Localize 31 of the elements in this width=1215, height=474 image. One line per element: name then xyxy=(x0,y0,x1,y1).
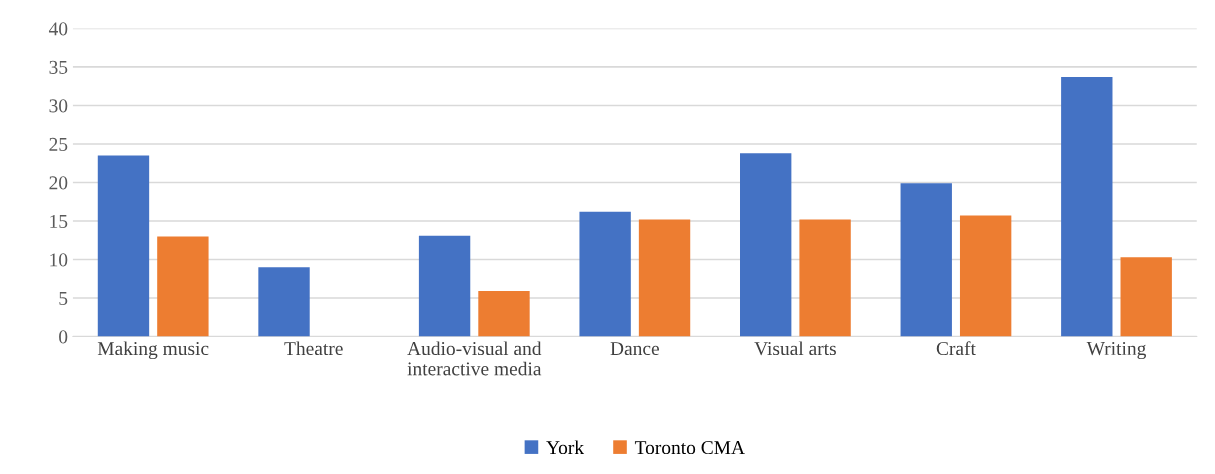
bar xyxy=(799,219,851,337)
bar xyxy=(157,236,209,337)
bar xyxy=(579,211,631,337)
x-tick-label: Craft xyxy=(936,341,976,356)
y-tick-label: 30 xyxy=(49,99,68,113)
y-tick-label: 10 xyxy=(50,253,68,267)
bar xyxy=(1061,76,1113,337)
y-tick-label: 20 xyxy=(49,176,68,190)
bar xyxy=(959,215,1012,337)
y-tick-label: 35 xyxy=(49,60,68,74)
bar xyxy=(418,235,471,337)
bar xyxy=(478,291,530,337)
x-tick-label: Dance xyxy=(610,342,659,356)
bar xyxy=(900,183,952,337)
y-tick-label: 0 xyxy=(59,330,68,344)
legend-label: York xyxy=(546,440,585,455)
bar xyxy=(97,155,150,337)
bar xyxy=(740,153,792,337)
bar xyxy=(1120,257,1172,337)
y-tick-label: 5 xyxy=(59,292,68,305)
x-tick-label: Visual arts xyxy=(754,341,836,356)
x-tick-label: Making music xyxy=(97,341,209,360)
y-tick-label: 25 xyxy=(49,137,68,151)
x-tick-label: Theatre xyxy=(284,341,343,356)
y-tick-label: 15 xyxy=(50,214,68,228)
bar xyxy=(638,219,691,337)
legend-label: Toronto CMA xyxy=(634,441,745,455)
y-tick-label: 40 xyxy=(48,22,68,36)
bar xyxy=(258,267,310,337)
x-tick-label: Audio-visual and interactive media xyxy=(407,341,542,376)
x-tick-label: Writing xyxy=(1086,341,1146,360)
